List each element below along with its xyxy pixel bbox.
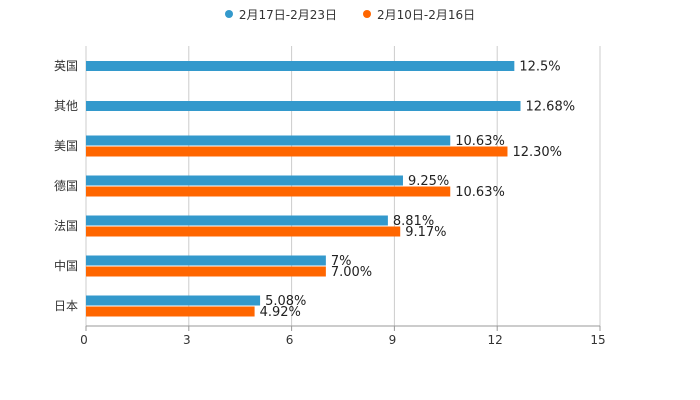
x-tick-label-4: 12 <box>488 333 503 347</box>
category-label-5: 中国 <box>54 258 78 273</box>
bar-series-2-4[interactable] <box>86 226 401 237</box>
x-tick-label-0: 0 <box>80 333 88 347</box>
x-tick-label-1: 3 <box>183 333 191 347</box>
bar-series-2-3[interactable] <box>86 186 451 197</box>
x-tick-label-3: 9 <box>389 333 397 347</box>
data-label-series-1-0: 12.5% <box>519 60 560 75</box>
legend-marker-series-1 <box>224 10 233 18</box>
data-label-series-1-2: 10.63% <box>455 134 505 149</box>
data-label-series-2-3: 10.63% <box>455 185 505 200</box>
data-label-series-2-5: 7.00% <box>331 265 372 280</box>
bar-series-2-6[interactable] <box>86 306 255 317</box>
data-label-series-2-6: 4.92% <box>260 305 301 320</box>
data-label-series-1-6: 5.08% <box>265 294 306 309</box>
bar-series-1-4[interactable] <box>86 215 388 226</box>
legend: 2月17日-2月23日 2月10日-2月16日 <box>0 4 700 24</box>
bar-series-1-1[interactable] <box>86 101 521 111</box>
category-label-6: 日本 <box>54 299 78 313</box>
data-label-series-1-1: 12.68% <box>526 100 576 115</box>
legend-label-series-2: 2月10日-2月16日 <box>377 7 476 22</box>
bar-series-2-2[interactable] <box>86 146 508 157</box>
legend-label-series-1: 2月17日-2月23日 <box>238 7 337 22</box>
bar-series-1-6[interactable] <box>86 295 261 306</box>
data-label-series-1-5: 7% <box>331 254 352 269</box>
data-label-series-2-2: 12.30% <box>512 145 562 160</box>
data-label-series-2-4: 9.17% <box>405 225 446 240</box>
x-tick-label-5: 15 <box>590 333 605 347</box>
category-label-2: 美国 <box>54 139 78 153</box>
category-label-0: 英国 <box>54 59 78 73</box>
category-label-3: 德国 <box>54 178 78 193</box>
legend-marker-series-2 <box>363 10 371 18</box>
legend-item-series-1[interactable]: 2月17日-2月23日 <box>224 4 337 24</box>
data-label-series-1-4: 8.81% <box>393 214 434 229</box>
x-tick-label-2: 6 <box>286 333 294 347</box>
bar-series-1-2[interactable] <box>86 135 451 146</box>
bar-series-1-5[interactable] <box>86 255 326 266</box>
data-label-series-1-3: 9.25% <box>408 174 449 189</box>
legend-item-series-2[interactable]: 2月10日-2月16日 <box>363 4 475 24</box>
category-label-4: 法国 <box>54 219 78 233</box>
bar-series-1-3[interactable] <box>86 175 403 186</box>
bar-series-1-0[interactable] <box>86 61 515 71</box>
category-label-1: 其他 <box>54 99 78 113</box>
bar-series-2-5[interactable] <box>86 266 326 277</box>
